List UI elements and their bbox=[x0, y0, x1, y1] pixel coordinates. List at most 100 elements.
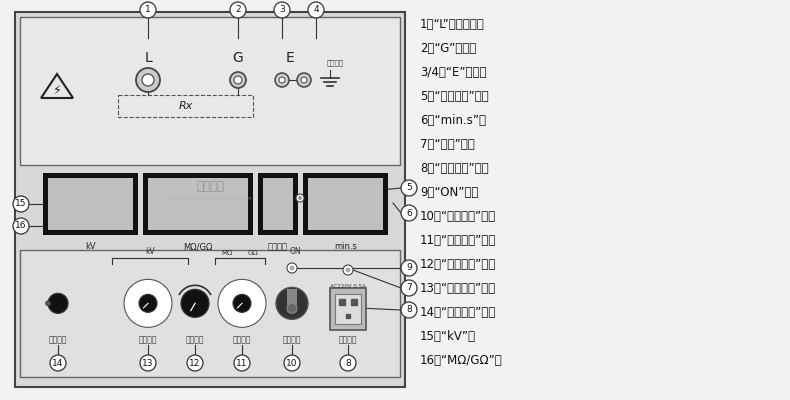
Circle shape bbox=[142, 74, 154, 86]
Bar bbox=[263, 178, 293, 230]
Text: 8、“浮充供电”插座: 8、“浮充供电”插座 bbox=[420, 162, 489, 175]
Circle shape bbox=[218, 279, 266, 327]
Circle shape bbox=[13, 218, 29, 234]
Text: G: G bbox=[232, 51, 243, 65]
Text: 6、“min.s”表: 6、“min.s”表 bbox=[420, 114, 486, 127]
Circle shape bbox=[50, 355, 66, 371]
Text: 安全接地: 安全接地 bbox=[326, 60, 344, 66]
Circle shape bbox=[279, 77, 285, 83]
Text: 11、“电阻量程”开关: 11、“电阻量程”开关 bbox=[420, 234, 496, 247]
Bar bbox=[20, 17, 400, 165]
Circle shape bbox=[401, 260, 417, 276]
Text: ⚡: ⚡ bbox=[53, 84, 62, 96]
Circle shape bbox=[289, 266, 295, 270]
Text: 8: 8 bbox=[345, 358, 351, 368]
Text: 16: 16 bbox=[15, 222, 27, 230]
Text: ON: ON bbox=[289, 247, 301, 256]
Text: L: L bbox=[144, 51, 152, 65]
Bar bbox=[308, 178, 383, 230]
Text: AC220V 0.5A: AC220V 0.5A bbox=[330, 284, 366, 289]
Circle shape bbox=[401, 302, 417, 318]
Text: min.s: min.s bbox=[334, 242, 357, 251]
Circle shape bbox=[274, 2, 290, 18]
Circle shape bbox=[140, 2, 156, 18]
Text: 15、“kV”表: 15、“kV”表 bbox=[420, 330, 476, 343]
Bar bbox=[148, 178, 248, 230]
Circle shape bbox=[139, 294, 157, 312]
Text: 15: 15 bbox=[15, 200, 27, 208]
Circle shape bbox=[301, 77, 307, 83]
Circle shape bbox=[181, 289, 209, 317]
Text: 10: 10 bbox=[286, 358, 298, 368]
Text: 浮充供电: 浮充供电 bbox=[339, 335, 357, 344]
Bar bbox=[143, 173, 253, 235]
Text: 高压控制: 高压控制 bbox=[49, 335, 67, 344]
Circle shape bbox=[46, 301, 51, 306]
Text: GΩ: GΩ bbox=[247, 250, 258, 256]
Text: 3/4、“E”接地端: 3/4、“E”接地端 bbox=[420, 66, 487, 79]
Bar bbox=[20, 250, 400, 377]
Bar bbox=[258, 173, 298, 235]
Text: 8: 8 bbox=[406, 306, 412, 314]
Circle shape bbox=[230, 72, 246, 88]
Text: 13: 13 bbox=[142, 358, 154, 368]
Circle shape bbox=[401, 280, 417, 296]
Text: 3: 3 bbox=[279, 6, 285, 14]
Text: 12、“高压调节”旋鈕: 12、“高压调节”旋鈕 bbox=[420, 258, 496, 271]
Text: 高压预选: 高压预选 bbox=[139, 335, 157, 344]
Circle shape bbox=[401, 205, 417, 221]
Circle shape bbox=[308, 2, 324, 18]
Text: 10、“工作电源”开关: 10、“工作电源”开关 bbox=[420, 210, 496, 223]
Text: 2: 2 bbox=[235, 6, 241, 14]
Circle shape bbox=[345, 268, 351, 272]
Circle shape bbox=[287, 303, 297, 313]
Bar bbox=[287, 289, 297, 307]
Text: 2、“G”保护端: 2、“G”保护端 bbox=[420, 42, 476, 55]
Circle shape bbox=[233, 294, 251, 312]
Text: 6: 6 bbox=[406, 208, 412, 218]
Text: 7: 7 bbox=[406, 284, 412, 292]
Text: kV: kV bbox=[85, 242, 96, 251]
Text: 1、“L”高压输出端: 1、“L”高压输出端 bbox=[420, 18, 485, 31]
Circle shape bbox=[124, 279, 172, 327]
Circle shape bbox=[343, 265, 353, 275]
Circle shape bbox=[275, 73, 289, 87]
Circle shape bbox=[140, 355, 156, 371]
Text: 5: 5 bbox=[406, 184, 412, 192]
Text: kV: kV bbox=[145, 247, 155, 256]
Circle shape bbox=[401, 180, 417, 196]
Text: 14、“高压控制”按鈕: 14、“高压控制”按鈕 bbox=[420, 306, 496, 319]
Circle shape bbox=[230, 2, 246, 18]
Text: 12: 12 bbox=[190, 358, 201, 368]
Text: 5、“读阻保持”指示: 5、“读阻保持”指示 bbox=[420, 90, 489, 103]
Circle shape bbox=[284, 355, 300, 371]
Bar bbox=[43, 173, 138, 235]
Bar bbox=[335, 294, 361, 324]
Bar bbox=[303, 173, 388, 235]
Text: 13、“高压预选”开关: 13、“高压预选”开关 bbox=[420, 282, 496, 295]
Circle shape bbox=[340, 355, 356, 371]
Text: MΩ/GΩ: MΩ/GΩ bbox=[183, 242, 213, 251]
Circle shape bbox=[297, 73, 311, 87]
Text: 高压调节: 高压调节 bbox=[186, 335, 205, 344]
Circle shape bbox=[13, 196, 29, 212]
Text: 9、“ON”指示: 9、“ON”指示 bbox=[420, 186, 479, 199]
Circle shape bbox=[296, 194, 304, 202]
Text: 9: 9 bbox=[406, 264, 412, 272]
Text: 11: 11 bbox=[236, 358, 248, 368]
Bar bbox=[15, 12, 405, 387]
Text: 电阻量程: 电阻量程 bbox=[233, 335, 251, 344]
Circle shape bbox=[48, 293, 68, 313]
Circle shape bbox=[287, 263, 297, 273]
Text: Electric Power Automation: Electric Power Automation bbox=[168, 196, 251, 200]
Circle shape bbox=[298, 196, 302, 200]
Text: E: E bbox=[286, 51, 295, 65]
Text: 4: 4 bbox=[313, 6, 319, 14]
Text: 读阻保持: 读阻保持 bbox=[268, 242, 288, 251]
Circle shape bbox=[234, 355, 250, 371]
Bar bbox=[118, 95, 253, 117]
Text: 工作电源: 工作电源 bbox=[283, 335, 301, 344]
Text: MΩ: MΩ bbox=[222, 250, 233, 256]
Circle shape bbox=[234, 76, 242, 84]
Bar bbox=[330, 288, 366, 330]
